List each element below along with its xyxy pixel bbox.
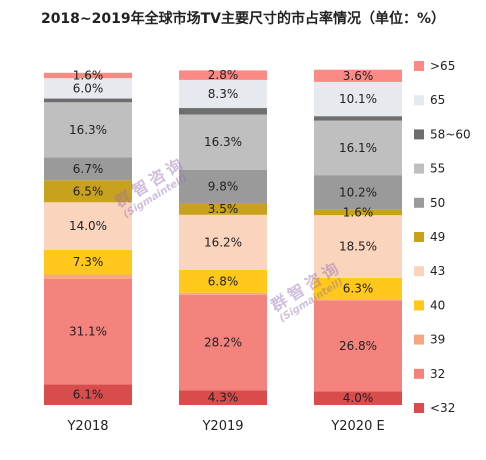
- bar-segment-y2018-65: [44, 78, 132, 99]
- segment-label-y2018-50: 6.7%: [73, 162, 104, 176]
- bar-segment-y2018-32: [44, 278, 132, 385]
- segment-label-y2019-43: 16.2%: [204, 235, 242, 249]
- bar-segment-y2020-e-43: [314, 215, 402, 278]
- legend-swatch-58-60: [414, 129, 424, 140]
- legend-swatch-32: [414, 368, 424, 379]
- legend: >65 65 58~60 55 50 49 43 40 39 32 <32: [414, 59, 471, 415]
- bar-segment-y2020-e-49: [314, 209, 402, 216]
- segment-label-y2019-65: 8.3%: [208, 87, 239, 101]
- segment-label-y2020-e-49: 1.6%: [343, 205, 374, 219]
- bar-segment-y2019-32: [179, 294, 267, 391]
- segment-label-y2020-e-65: 10.1%: [339, 92, 377, 106]
- category-label-y2019: Y2019: [201, 419, 243, 434]
- chart-title: 2018~2019年全球市场TV主要尺寸的市占率情况（单位：%）: [40, 11, 446, 27]
- segment-label-y2020-e-32: 26.8%: [339, 339, 377, 353]
- segment-label-y2020-e-55: 16.1%: [339, 141, 377, 155]
- segment-label-y2019-gt65: 2.8%: [208, 68, 239, 82]
- bar-segment-y2019-50: [179, 169, 267, 203]
- bar-segment-y2019-43: [179, 214, 267, 270]
- legend-swatch-40: [414, 300, 424, 311]
- segment-label-y2018-65: 6.0%: [73, 81, 104, 95]
- bar-segment-y2018-40: [44, 249, 132, 275]
- bar-segment-y2019-39: [179, 292, 267, 295]
- bar-segment-y2020-e-39: [314, 299, 402, 301]
- segment-label-y2020-e-lt32: 4.0%: [343, 391, 374, 405]
- bar-segment-y2018-49: [44, 180, 132, 203]
- segment-label-y2020-e-gt65: 3.6%: [343, 69, 374, 83]
- segment-label-y2018-lt32: 6.1%: [73, 388, 104, 402]
- bar-segment-y2018-39: [44, 274, 132, 279]
- legend-label-55: 55: [430, 162, 445, 176]
- legend-label-39: 39: [430, 333, 445, 347]
- segment-label-y2019-40: 6.8%: [208, 274, 239, 288]
- segment-label-y2018-49: 6.5%: [73, 184, 104, 198]
- legend-label-58-60: 58~60: [430, 127, 471, 141]
- bar-segment-y2019-65: [179, 79, 267, 109]
- segment-label-y2019-50: 9.8%: [208, 179, 239, 193]
- legend-label-gt65: >65: [430, 59, 455, 73]
- bar-segment-y2020-e-65: [314, 81, 402, 117]
- legend-label-43: 43: [430, 264, 445, 278]
- segment-label-y2020-e-50: 10.2%: [339, 185, 377, 199]
- bar-segment-y2020-e-50: [314, 175, 402, 210]
- legend-label-40: 40: [430, 298, 445, 312]
- bar-segment-y2020-e-40: [314, 277, 402, 300]
- legend-label-50: 50: [430, 196, 445, 210]
- bar-segment-y2018-58-60: [44, 98, 132, 103]
- bar-segment-y2020-e-55: [314, 120, 402, 176]
- legend-label-32: 32: [430, 367, 445, 381]
- legend-label-65: 65: [430, 93, 445, 107]
- legend-swatch-gt65: [414, 61, 424, 71]
- segment-label-y2020-e-43: 18.5%: [339, 240, 377, 254]
- segment-label-y2020-e-40: 6.3%: [343, 282, 374, 296]
- bar-segment-y2018-55: [44, 102, 132, 158]
- segment-label-y2019-55: 16.3%: [204, 135, 242, 149]
- segment-labels-layer: 6.1%31.1%7.3%14.0%6.5%6.7%16.3%6.0%1.6%4…: [69, 68, 377, 405]
- segment-label-y2018-32: 31.1%: [69, 325, 107, 339]
- legend-label-lt32: <32: [430, 401, 455, 415]
- category-label-y2020-e: Y2020 E: [330, 419, 384, 434]
- segment-label-y2019-49: 3.5%: [208, 202, 239, 216]
- segment-label-y2019-lt32: 4.3%: [208, 391, 239, 405]
- segment-label-y2018-40: 7.3%: [73, 255, 104, 269]
- legend-swatch-50: [414, 197, 424, 208]
- bar-segment-y2019-58-60: [179, 108, 267, 115]
- bar-segment-y2020-e-lt32: [314, 391, 402, 405]
- legend-label-49: 49: [430, 230, 445, 244]
- legend-swatch-49: [414, 232, 424, 242]
- bar-segment-y2020-e-32: [314, 300, 402, 392]
- legend-swatch-lt32: [414, 403, 424, 413]
- bar-segment-y2019-49: [179, 202, 267, 215]
- category-labels-layer: Y2018 Y2019 Y2020 E: [66, 419, 384, 434]
- bar-segment-y2019-55: [179, 114, 267, 170]
- bar-segment-y2019-gt65: [179, 70, 267, 80]
- segment-label-y2018-gt65: 1.6%: [73, 68, 104, 82]
- bar-segment-y2018-gt65: [44, 72, 132, 79]
- bar-segment-y2018-lt32: [44, 384, 132, 405]
- bars-layer: [44, 69, 402, 405]
- bar-segment-y2020-e-gt65: [314, 69, 402, 82]
- segment-label-y2019-32: 28.2%: [204, 336, 242, 350]
- legend-swatch-43: [414, 266, 424, 277]
- category-label-y2018: Y2018: [66, 419, 108, 434]
- bar-segment-y2019-lt32: [179, 390, 267, 405]
- bar-segment-y2020-e-58-60: [314, 116, 402, 121]
- legend-swatch-39: [414, 334, 424, 345]
- bar-segment-y2019-40: [179, 269, 267, 293]
- legend-swatch-65: [414, 95, 424, 106]
- legend-swatch-55: [414, 163, 424, 174]
- bar-segment-y2018-50: [44, 157, 132, 181]
- segment-label-y2018-55: 16.3%: [69, 123, 107, 137]
- bar-segment-y2018-43: [44, 202, 132, 250]
- segment-label-y2018-43: 14.0%: [69, 219, 107, 233]
